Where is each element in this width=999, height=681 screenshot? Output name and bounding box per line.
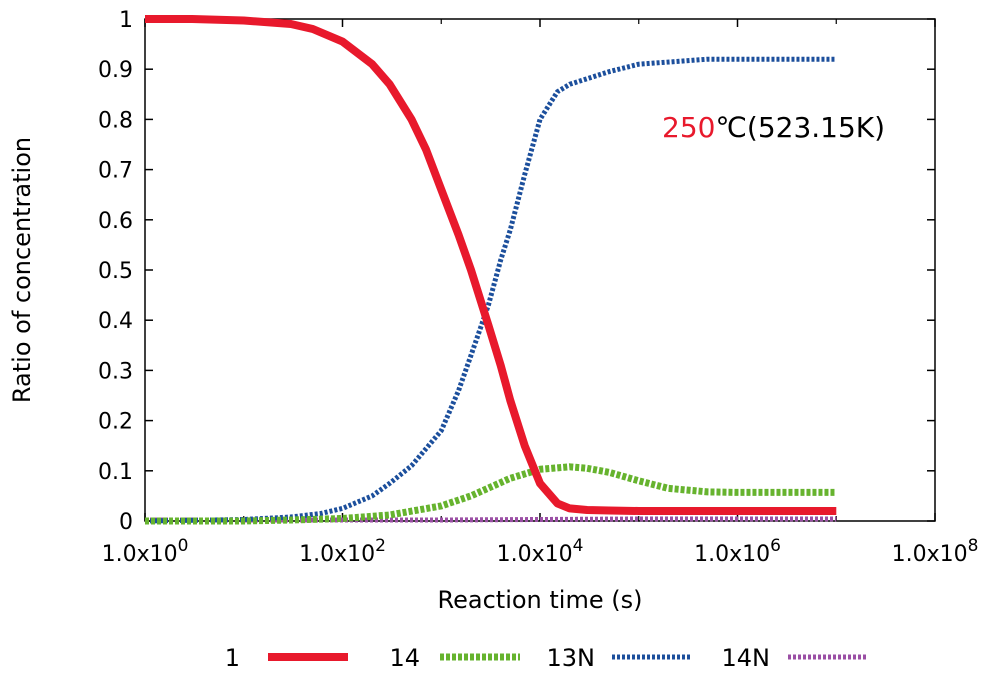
y-tick-label: 0.5 [98, 259, 133, 284]
x-tick-label-base: 1.0x10 [299, 542, 375, 567]
x-axis: 1.0x100 1.0x102 1.0x104 1.0x106 1.0x108 [102, 19, 979, 567]
x-tick-label-base: 1.0x10 [102, 542, 178, 567]
legend-label-13N: 13N [547, 644, 596, 672]
plot-border [144, 18, 936, 522]
x-tick-label: 1.0x108 [892, 536, 979, 567]
x-tick-label-exp: 4 [573, 536, 584, 556]
x-tick-label-exp: 6 [770, 536, 781, 556]
x-tick-label-base: 1.0x10 [892, 542, 968, 567]
y-tick-label: 0.2 [98, 410, 133, 435]
y-tick-label: 0.9 [98, 58, 133, 83]
x-tick-label-exp: 8 [968, 536, 979, 556]
legend: 1 14 13N 14N [225, 644, 868, 672]
y-axis-title: Ratio of concentration [8, 137, 36, 403]
x-tick-label-exp: 0 [178, 536, 189, 556]
x-tick-label: 1.0x106 [694, 536, 781, 567]
series-line-13N [144, 56, 837, 524]
series-line-14 [145, 463, 837, 525]
annotation-rest: ℃(523.15K) [715, 111, 885, 144]
x-tick-label-base: 1.0x10 [497, 542, 573, 567]
x-tick-label: 1.0x104 [497, 536, 584, 567]
x-tick-label: 1.0x100 [102, 536, 189, 567]
y-tick-label: 0 [119, 510, 133, 535]
series-line-1 [145, 15, 837, 515]
x-tick-label-base: 1.0x10 [694, 542, 770, 567]
temperature-annotation: 250℃(523.15K) [662, 111, 885, 144]
legend-label-14N: 14N [722, 644, 771, 672]
y-tick-label: 1 [119, 8, 133, 33]
series-layer [144, 15, 837, 525]
y-tick-label: 0.8 [98, 108, 133, 133]
plot-frame [144, 18, 936, 522]
x-axis-title: Reaction time (s) [438, 586, 643, 614]
y-tick-label: 0.7 [98, 159, 133, 184]
y-tick-label: 0.1 [98, 460, 133, 485]
y-tick-label: 0.3 [98, 359, 133, 384]
y-tick-label: 0.4 [98, 309, 133, 334]
x-tick-label: 1.0x102 [299, 536, 386, 567]
legend-label-1: 1 [225, 644, 240, 672]
annotation-highlight: 250 [662, 111, 715, 144]
x-tick-label-exp: 2 [375, 536, 386, 556]
y-axis: 0 0.1 0.2 0.3 0.4 0.5 0.6 0.7 0.8 0.9 1 [98, 8, 935, 535]
legend-label-14: 14 [389, 644, 420, 672]
y-tick-label: 0.6 [98, 209, 133, 234]
